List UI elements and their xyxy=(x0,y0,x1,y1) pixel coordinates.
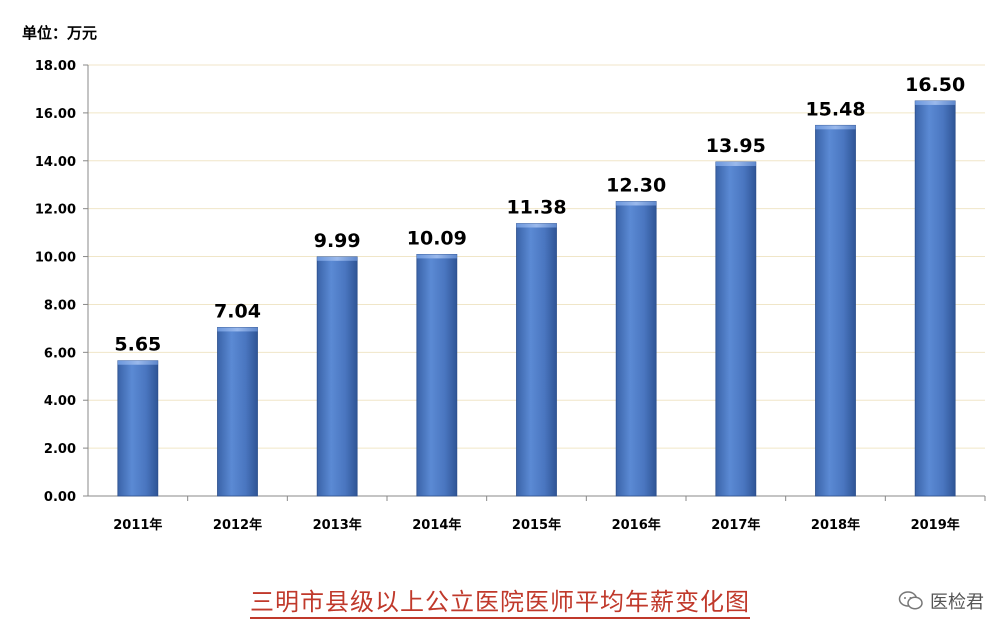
data-label: 5.65 xyxy=(114,334,161,356)
y-tick-label: 18.00 xyxy=(35,59,76,74)
x-tick-label: 2016年 xyxy=(612,517,661,533)
y-tick-label: 0.00 xyxy=(44,490,76,505)
data-label: 10.09 xyxy=(407,227,467,249)
bar-cap xyxy=(815,125,856,130)
bar-cap xyxy=(117,360,158,365)
x-tick-label: 2015年 xyxy=(512,517,561,533)
unit-label: 单位：万元 xyxy=(22,24,98,42)
x-tick-label: 2012年 xyxy=(213,517,262,533)
wechat-icon xyxy=(898,591,923,610)
bar-cap xyxy=(416,254,457,259)
bar-2016年 xyxy=(615,201,657,497)
data-label: 12.30 xyxy=(606,174,666,196)
bar-2014年 xyxy=(416,254,458,497)
bar-cap xyxy=(516,223,557,228)
bar-2012年 xyxy=(217,327,258,497)
y-tick-label: 14.00 xyxy=(35,155,76,170)
watermark-text: 医检君 xyxy=(930,592,984,613)
watermark: 医检君 xyxy=(898,588,984,614)
x-tick-label: 2013年 xyxy=(313,517,362,533)
bar-cap xyxy=(715,161,756,166)
data-label: 11.38 xyxy=(506,197,566,219)
y-tick-label: 12.00 xyxy=(35,203,76,218)
bar-cap xyxy=(317,256,358,261)
y-tick-label: 16.00 xyxy=(35,107,76,122)
bar-2011年 xyxy=(117,360,159,497)
chart-title-text: 三明市县级以上公立医院医师平均年薪变化图 xyxy=(250,588,750,619)
data-label: 13.95 xyxy=(706,135,766,157)
x-tick-label: 2017年 xyxy=(711,517,760,533)
bar-chart: 0.00 2.00 4.00 6.00 8.00 10.00 12.00 14.00 16.00… xyxy=(35,59,986,533)
chart-title: 三明市县级以上公立医院医师平均年薪变化图 xyxy=(0,582,1000,619)
y-tick-label: 4.00 xyxy=(44,394,76,409)
bar-cap xyxy=(616,201,657,206)
x-tick-label: 2011年 xyxy=(113,517,162,533)
y-tick-label: 2.00 xyxy=(44,442,76,457)
bar-2015年 xyxy=(516,223,557,497)
data-label: 15.48 xyxy=(805,98,865,120)
bar-2013年 xyxy=(316,256,358,497)
x-tick-label: 2018年 xyxy=(811,517,860,533)
data-label: 9.99 xyxy=(314,230,361,252)
data-label: 16.50 xyxy=(905,74,965,96)
bar-2017年 xyxy=(715,161,757,497)
bar-2019年 xyxy=(914,100,956,497)
x-tick-label: 2019年 xyxy=(911,517,960,533)
bar-2018年 xyxy=(815,124,856,497)
bar-cap xyxy=(217,327,258,332)
bar-cap xyxy=(915,100,956,105)
y-tick-label: 8.00 xyxy=(44,298,76,313)
data-label: 7.04 xyxy=(214,300,261,322)
y-tick-label: 10.00 xyxy=(35,251,76,266)
x-tick-label: 2014年 xyxy=(412,517,461,533)
y-tick-label: 6.00 xyxy=(44,346,76,361)
